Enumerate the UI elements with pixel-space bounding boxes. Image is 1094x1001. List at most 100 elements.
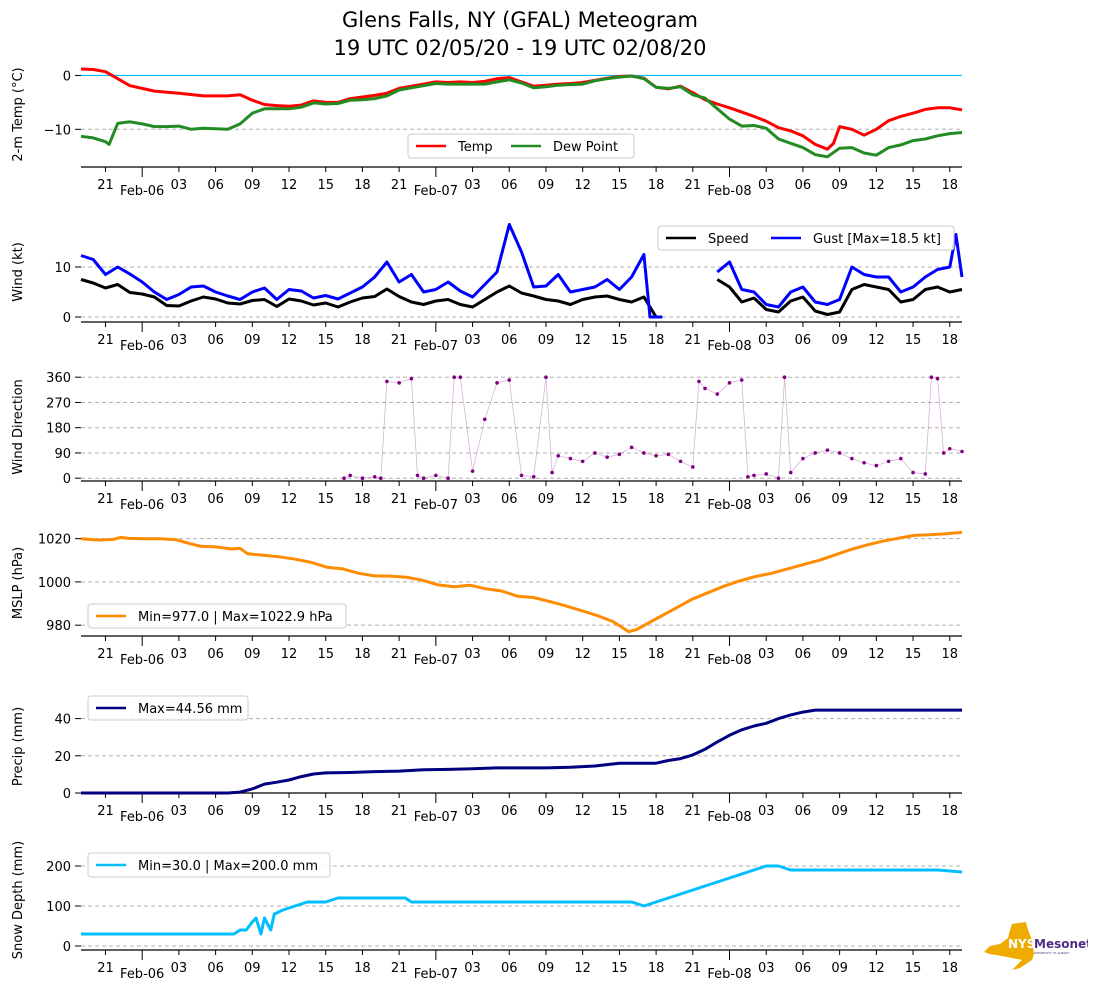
x-tick-label: 06 <box>795 492 812 507</box>
x-tick-label: 15 <box>317 647 334 662</box>
y-tick-label: 100 <box>46 900 71 915</box>
x-tick-label: 21 <box>97 961 114 976</box>
x-tick-label: 12 <box>868 647 885 662</box>
panel-wind: 0 10 21 03 06 09 12 15 18 21 03 06 09 12 15 18 21 03 06 09 1… <box>11 223 964 354</box>
x-tick-label: 12 <box>281 961 298 976</box>
x-tick-label: 12 <box>281 647 298 662</box>
x-day-label: Feb-07 <box>414 339 458 354</box>
x-tick-label: 06 <box>501 804 518 819</box>
x-tick-label: 06 <box>501 333 518 348</box>
y-tick-label: 0 <box>63 311 71 326</box>
wind-direction-point <box>360 476 365 480</box>
title-line-2: 19 UTC 02/05/20 - 19 UTC 02/08/20 <box>333 36 707 60</box>
y-axis-label: Precip (mm) <box>11 707 26 786</box>
wind-direction-point <box>782 375 787 380</box>
logo-mesonet-text: Mesonet <box>1034 937 1088 951</box>
title-line-1: Glens Falls, NY (GFAL) Meteogram <box>341 8 699 32</box>
x-tick-label: 18 <box>941 492 958 507</box>
x-day-label: Feb-06 <box>120 339 164 354</box>
x-tick-label: 03 <box>171 178 188 193</box>
x-day-label: Feb-06 <box>120 498 164 513</box>
wind-direction-point <box>929 375 934 380</box>
x-day-label: Feb-06 <box>120 184 164 199</box>
legend-label: Speed <box>708 232 749 247</box>
wind-direction-point <box>415 473 420 478</box>
wind-direction-point <box>531 474 536 479</box>
x-tick-label: 21 <box>685 178 702 193</box>
series-line-speed <box>80 278 663 319</box>
wind-direction-point <box>495 381 499 385</box>
x-tick-label: 12 <box>281 804 298 819</box>
wind-direction-point <box>837 451 842 455</box>
x-tick-label: 21 <box>97 492 114 507</box>
x-tick-label: 03 <box>464 178 481 193</box>
wind-direction-point <box>434 473 438 478</box>
x-tick-label: 12 <box>281 178 298 193</box>
y-tick-label: 200 <box>46 860 71 875</box>
series-line-speed-cont- <box>716 278 963 316</box>
wind-direction-point <box>629 445 634 450</box>
series-line-dew-point <box>80 74 963 159</box>
x-tick-label: 15 <box>905 647 922 662</box>
x-tick-label: 03 <box>171 961 188 976</box>
logo-nys-text: NYS <box>1008 937 1035 951</box>
x-tick-label: 12 <box>868 178 885 193</box>
wind-direction-point <box>911 470 915 475</box>
logo-subtitle-text: UNIVERSITY AT ALBANY <box>1034 951 1069 955</box>
x-tick-label: 06 <box>795 333 812 348</box>
y-tick-label: 1000 <box>38 576 71 591</box>
x-tick-label: 12 <box>574 178 591 193</box>
wind-direction-point <box>482 417 487 422</box>
x-tick-label: 03 <box>171 804 188 819</box>
panel-precip: 0 20 40 21 03 06 09 12 15 18 21 03 06 09 12 15 18 21 03 06 0… <box>11 695 962 825</box>
x-day-label: Feb-08 <box>707 498 751 513</box>
x-tick-label: 18 <box>941 961 958 976</box>
wind-direction-point <box>746 474 750 479</box>
y-tick-label: 0 <box>63 472 71 487</box>
x-tick-label: 12 <box>574 492 591 507</box>
x-tick-label: 03 <box>464 492 481 507</box>
x-tick-label: 03 <box>171 492 188 507</box>
x-tick-label: 12 <box>281 492 298 507</box>
x-tick-label: 09 <box>538 961 555 976</box>
wind-direction-point <box>617 452 622 457</box>
x-tick-label: 18 <box>648 333 665 348</box>
y-tick-label: 980 <box>46 619 71 634</box>
x-tick-label: 18 <box>354 961 371 976</box>
x-tick-label: 21 <box>685 647 702 662</box>
x-tick-label: 03 <box>464 333 481 348</box>
panel-snow: 0 100 200 21 03 06 09 12 15 18 21 03 06 09 12 15 18 21 03 0… <box>11 841 963 982</box>
x-day-label: Feb-07 <box>414 498 458 513</box>
x-tick-label: 06 <box>207 492 224 507</box>
wind-direction-point <box>507 378 512 382</box>
x-tick-label: 03 <box>171 647 188 662</box>
x-tick-label: 03 <box>464 961 481 976</box>
x-tick-label: 09 <box>244 647 261 662</box>
x-tick-label: 18 <box>354 492 371 507</box>
wind-direction-point <box>593 451 597 455</box>
x-day-label: Feb-07 <box>414 967 458 982</box>
x-tick-label: 18 <box>941 178 958 193</box>
y-tick-label: 10 <box>54 261 71 276</box>
y-tick-label: 1020 <box>38 533 71 548</box>
x-tick-label: 12 <box>281 333 298 348</box>
x-tick-label: 18 <box>648 178 665 193</box>
x-tick-label: 21 <box>391 804 408 819</box>
x-tick-label: 18 <box>648 492 665 507</box>
wind-direction-point <box>519 473 524 478</box>
wind-direction-point <box>678 459 683 464</box>
wind-direction-line <box>343 376 963 479</box>
x-tick-label: 18 <box>648 804 665 819</box>
wind-direction-point <box>654 453 658 458</box>
wind-direction-point <box>960 449 964 454</box>
x-tick-label: 21 <box>685 804 702 819</box>
x-tick-label: 15 <box>611 333 628 348</box>
x-day-label: Feb-08 <box>707 653 751 668</box>
x-tick-label: 15 <box>905 178 922 193</box>
x-tick-label: 18 <box>354 333 371 348</box>
wind-direction-point <box>727 381 732 385</box>
legend-label: Min=977.0 | Max=1022.9 hPa <box>138 610 333 625</box>
wind-direction-point <box>862 460 866 465</box>
